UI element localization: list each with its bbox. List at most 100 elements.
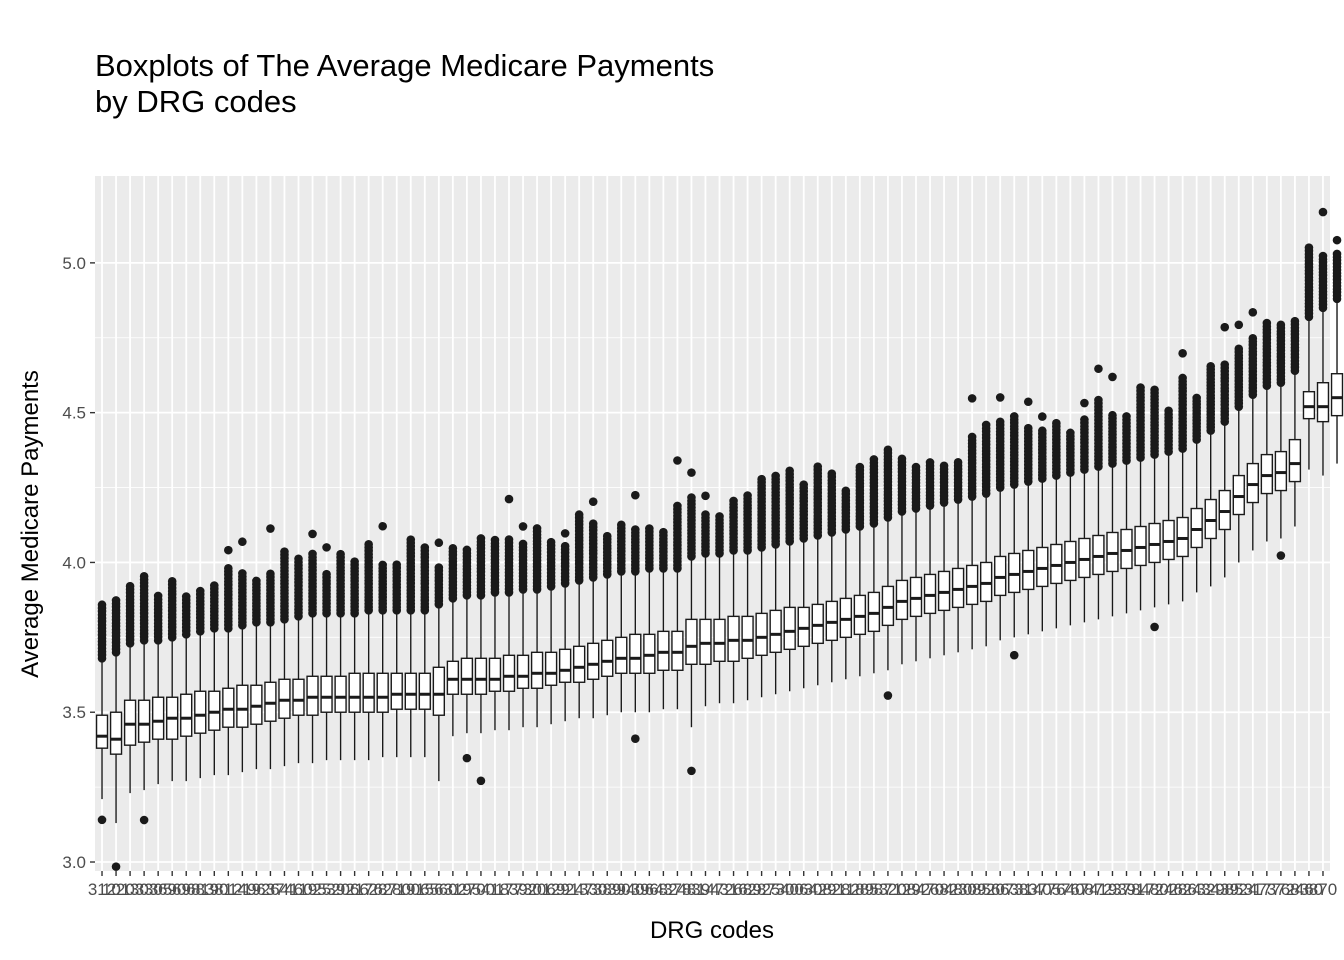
x-tick-label: 292 [902, 880, 930, 899]
boxplot [320, 543, 333, 761]
boxplot [348, 557, 361, 761]
outlier-point [1262, 318, 1272, 328]
outlier-point [252, 576, 261, 586]
x-tick-label: 563 [425, 880, 453, 899]
outlier-point [645, 524, 654, 533]
chart-title: Boxplots of The Average Medicare Payment… [95, 48, 715, 119]
x-tick-label: 378 [1112, 880, 1140, 899]
boxplot [1148, 385, 1161, 632]
outlier-point [1220, 360, 1230, 369]
outlier-point [266, 524, 275, 533]
outlier-point [869, 455, 879, 464]
outlier-point [1318, 207, 1328, 217]
outlier-point [995, 393, 1005, 402]
outlier-point [532, 524, 542, 533]
boxplot [755, 474, 768, 698]
y-tick-label: 4.5 [62, 404, 86, 423]
boxplot [671, 456, 684, 710]
outlier-point [322, 543, 331, 552]
outlier-point [1332, 249, 1342, 259]
box-iqr [474, 657, 488, 695]
x-tick-label: 372 [1267, 880, 1295, 899]
outlier-point [687, 493, 696, 502]
boxplot [1176, 349, 1189, 602]
boxplot [1330, 235, 1344, 464]
boxplot [222, 545, 235, 776]
outlier-point [673, 456, 682, 465]
boxplot [151, 591, 165, 785]
boxplot [657, 527, 670, 710]
boxplot [432, 538, 446, 782]
x-tick-label: 698 [172, 880, 200, 899]
boxplot [994, 393, 1007, 641]
outlier-point [1066, 428, 1075, 438]
x-tick-label: 682 [930, 880, 958, 899]
outlier-point [181, 592, 191, 601]
box-iqr [362, 672, 375, 713]
x-tick-label: 066 [340, 880, 368, 899]
outlier-point [504, 494, 514, 504]
x-tick-label: 252 [312, 880, 340, 899]
outlier-point [855, 462, 865, 472]
outlier-point [1150, 385, 1159, 395]
boxplot [895, 454, 909, 665]
box-iqr [502, 654, 516, 692]
boxplot [95, 600, 109, 825]
x-tick-label: 872 [1084, 880, 1112, 899]
box-iqr [137, 699, 151, 743]
box-iqr [488, 657, 502, 692]
outlier-point [125, 581, 135, 591]
outlier-point [1023, 397, 1033, 407]
boxplot [685, 468, 698, 776]
x-tick-label: 300 [776, 880, 804, 899]
x-tick-label: 291 [818, 880, 846, 899]
y-tick-label: 3.5 [62, 703, 86, 722]
outlier-point [1290, 316, 1300, 326]
boxplot [811, 462, 824, 686]
x-tick-label: 192 [242, 880, 270, 899]
x-tick-label: 191 [397, 880, 425, 899]
boxplot [530, 524, 544, 728]
outlier-point [560, 541, 570, 551]
x-tick-label: 812 [214, 880, 242, 899]
outlier-point [743, 491, 752, 500]
outlier-point [195, 586, 205, 596]
boxplot [923, 458, 937, 659]
outlier-point [883, 445, 893, 455]
box-iqr [741, 615, 754, 660]
outlier-point [1206, 361, 1216, 371]
box-iqr [109, 711, 123, 755]
x-tick-label: 870 [1309, 880, 1337, 899]
outlier-point [1038, 426, 1047, 436]
outlier-point [1094, 395, 1103, 405]
outlier-point [420, 543, 430, 552]
boxplot [601, 531, 614, 716]
outlier-point [588, 519, 598, 529]
outlier-point [1052, 418, 1061, 428]
outlier-point [1080, 398, 1089, 408]
x-tick-label: 481 [677, 880, 705, 899]
x-tick-label: 286 [1168, 880, 1196, 899]
x-tick-label: 392 [326, 880, 354, 899]
outlier-point [1136, 383, 1145, 392]
x-tick-label: 470 [916, 880, 944, 899]
outlier-point [981, 420, 991, 430]
boxplot [502, 494, 516, 731]
x-tick-label: 392 [509, 880, 537, 899]
outlier-point [939, 461, 949, 471]
outlier-point [378, 560, 387, 570]
x-tick-label: 177 [1253, 880, 1281, 899]
boxplot [1190, 393, 1203, 593]
box-iqr [713, 618, 726, 663]
x-tick-label: 301 [523, 880, 551, 899]
outlier-point [1192, 393, 1201, 403]
outlier-point [1220, 322, 1230, 332]
box-iqr [769, 609, 782, 654]
outlier-point [518, 539, 528, 549]
x-tick-label: 291 [551, 880, 579, 899]
outlier-point [1178, 349, 1187, 358]
outlier-point [911, 462, 921, 472]
x-tick-label: 312 [88, 880, 116, 899]
x-tick-label: 039 [621, 880, 649, 899]
box-iqr [404, 672, 417, 710]
